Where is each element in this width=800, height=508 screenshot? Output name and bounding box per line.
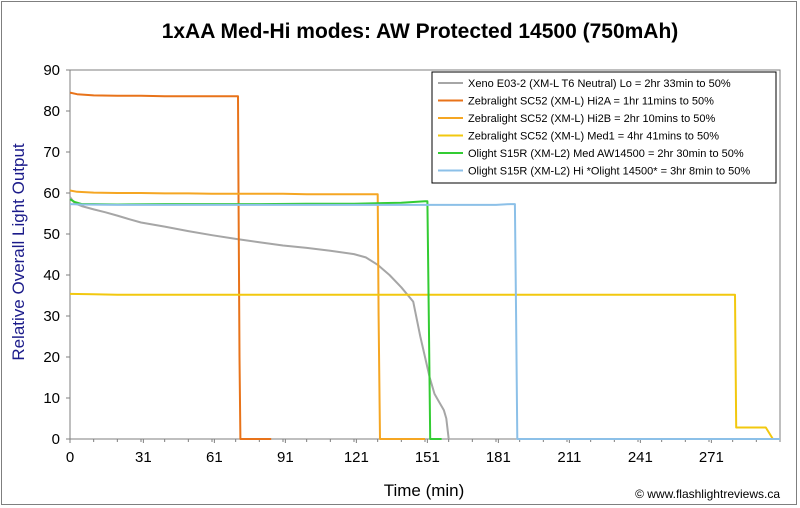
x-tick-label: 241 [628, 449, 653, 466]
legend-item-label: Olight S15R (XM-L2) Hi *Olight 14500* = … [468, 166, 750, 178]
y-tick-label: 90 [43, 62, 60, 79]
legend: Xeno E03-2 (XM-L T6 Neutral) Lo = 2hr 33… [431, 71, 777, 184]
series-line-3 [69, 292, 774, 440]
x-tick-label: 0 [66, 449, 74, 466]
y-tick-label: 70 [43, 144, 60, 161]
legend-item-label: Zebralight SC52 (XM-L) Hi2B = 2hr 10mins… [468, 113, 716, 125]
x-tick-label: 211 [557, 449, 581, 466]
y-axis-ticks: 0 10 20 30 40 50 60 70 80 90 [43, 62, 70, 448]
legend-item-label: Xeno E03-2 (XM-L T6 Neutral) Lo = 2hr 33… [468, 78, 731, 90]
series-line-1 [69, 91, 272, 440]
y-axis-title: Relative Overall Light Output [9, 143, 28, 361]
y-tick-label: 20 [43, 349, 60, 366]
x-tick-label: 61 [206, 449, 223, 466]
y-tick-label: 40 [43, 267, 60, 284]
legend-box [431, 71, 777, 184]
legend-item-label: Olight S15R (XM-L2) Med AW14500 = 2hr 30… [468, 148, 744, 160]
x-tick-label: 91 [277, 449, 294, 466]
y-tick-label: 10 [43, 390, 60, 407]
series-line-5 [69, 203, 780, 440]
legend-item-label: Zebralight SC52 (XM-L) Hi2A = 1hr 11mins… [468, 96, 714, 108]
series-line-0 [69, 196, 450, 440]
legend-item-label: Zebralight SC52 (XM-L) Med1 = 4hr 41mins… [468, 131, 719, 143]
y-tick-label: 80 [43, 103, 60, 120]
x-axis-title: Time (min) [384, 481, 465, 500]
x-axis-ticks: 0 31 61 91 121 151 181 211 241 271 [66, 439, 781, 466]
x-tick-label: 271 [699, 449, 724, 466]
chart-title: 1xAA Med-Hi modes: AW Protected 14500 (7… [162, 20, 679, 43]
x-tick-label: 31 [135, 449, 152, 466]
x-tick-label: 181 [486, 449, 511, 466]
y-tick-label: 30 [43, 308, 60, 325]
y-tick-label: 60 [43, 185, 60, 202]
series-lines [69, 91, 780, 440]
x-tick-label: 121 [344, 449, 369, 466]
y-tick-label: 0 [52, 431, 60, 448]
x-tick-label: 151 [415, 449, 440, 466]
series-line-2 [69, 189, 425, 440]
y-tick-label: 50 [43, 226, 60, 243]
credit-text: © www.flashlightreviews.ca [635, 487, 780, 501]
